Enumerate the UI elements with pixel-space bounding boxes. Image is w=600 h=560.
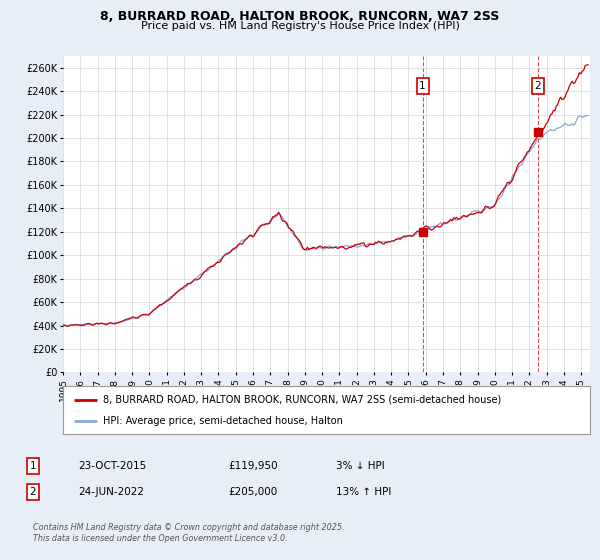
Text: 8, BURRARD ROAD, HALTON BROOK, RUNCORN, WA7 2SS: 8, BURRARD ROAD, HALTON BROOK, RUNCORN, … (100, 10, 500, 23)
Text: 13% ↑ HPI: 13% ↑ HPI (336, 487, 391, 497)
Text: 2: 2 (535, 81, 541, 91)
Text: 1: 1 (29, 461, 37, 471)
Text: £205,000: £205,000 (228, 487, 277, 497)
Text: 3% ↓ HPI: 3% ↓ HPI (336, 461, 385, 471)
Text: 23-OCT-2015: 23-OCT-2015 (78, 461, 146, 471)
Text: 2: 2 (29, 487, 37, 497)
Text: Contains HM Land Registry data © Crown copyright and database right 2025.
This d: Contains HM Land Registry data © Crown c… (33, 524, 344, 543)
Text: £119,950: £119,950 (228, 461, 278, 471)
Text: HPI: Average price, semi-detached house, Halton: HPI: Average price, semi-detached house,… (103, 416, 343, 426)
Text: 8, BURRARD ROAD, HALTON BROOK, RUNCORN, WA7 2SS (semi-detached house): 8, BURRARD ROAD, HALTON BROOK, RUNCORN, … (103, 395, 501, 405)
Text: 24-JUN-2022: 24-JUN-2022 (78, 487, 144, 497)
Text: 1: 1 (419, 81, 426, 91)
Text: Price paid vs. HM Land Registry's House Price Index (HPI): Price paid vs. HM Land Registry's House … (140, 21, 460, 31)
